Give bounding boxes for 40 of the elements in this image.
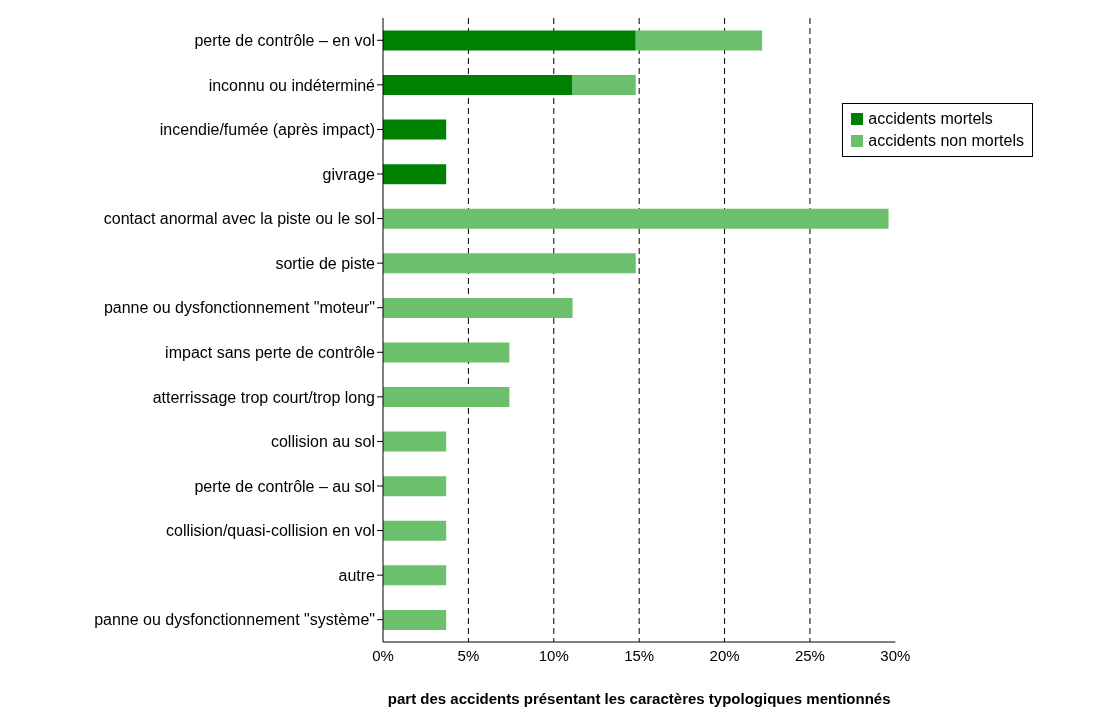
x-tick-label: 30% (880, 646, 911, 664)
bar (383, 253, 636, 274)
x-tick-label: 0% (372, 646, 394, 664)
bar (383, 520, 447, 541)
bar (383, 565, 447, 586)
y-tick-label: collision au sol (270, 433, 375, 451)
y-tick-label: inconnu ou indéterminé (208, 76, 376, 94)
y-tick-label: atterrissage trop court/trop long (152, 388, 375, 406)
x-tick-label: 25% (794, 646, 825, 664)
y-tick-label: sortie de piste (275, 254, 376, 272)
y-tick-label: incendie/fumée (après impact) (159, 121, 375, 139)
bar (383, 75, 573, 96)
bar (383, 30, 636, 51)
x-tick-label: 10% (538, 646, 569, 664)
bar (383, 297, 573, 318)
bar (383, 208, 889, 229)
bar (383, 431, 447, 452)
bar (635, 30, 763, 51)
y-tick-label: givrage (322, 165, 376, 183)
x-tick-label: 15% (624, 646, 655, 664)
bar (383, 164, 447, 185)
bar (572, 75, 636, 96)
x-tick-label: 20% (709, 646, 740, 664)
y-tick-label: perte de contrôle – en vol (194, 31, 375, 49)
y-tick-label: perte de contrôle – au sol (194, 477, 375, 495)
x-tick-label: 5% (457, 646, 480, 664)
bar (383, 476, 447, 497)
y-tick-label: contact anormal avec la piste ou le sol (103, 210, 375, 228)
y-tick-label: collision/quasi-collision en vol (166, 522, 375, 540)
y-tick-label: panne ou dysfonctionnement "moteur" (103, 299, 375, 317)
x-axis-title: part des accidents présentant les caractères typologiques mentionnés (387, 690, 891, 707)
bar (383, 342, 510, 363)
y-tick-label: panne ou dysfonctionnement "système" (94, 611, 375, 629)
legend-label: accidents mortels (868, 109, 993, 129)
bar (383, 119, 447, 140)
y-tick-label: autre (338, 566, 376, 584)
bar (383, 609, 447, 630)
legend-label: accidents non mortels (868, 131, 1024, 151)
bar (383, 387, 510, 408)
y-tick-label: impact sans perte de contrôle (165, 343, 376, 361)
